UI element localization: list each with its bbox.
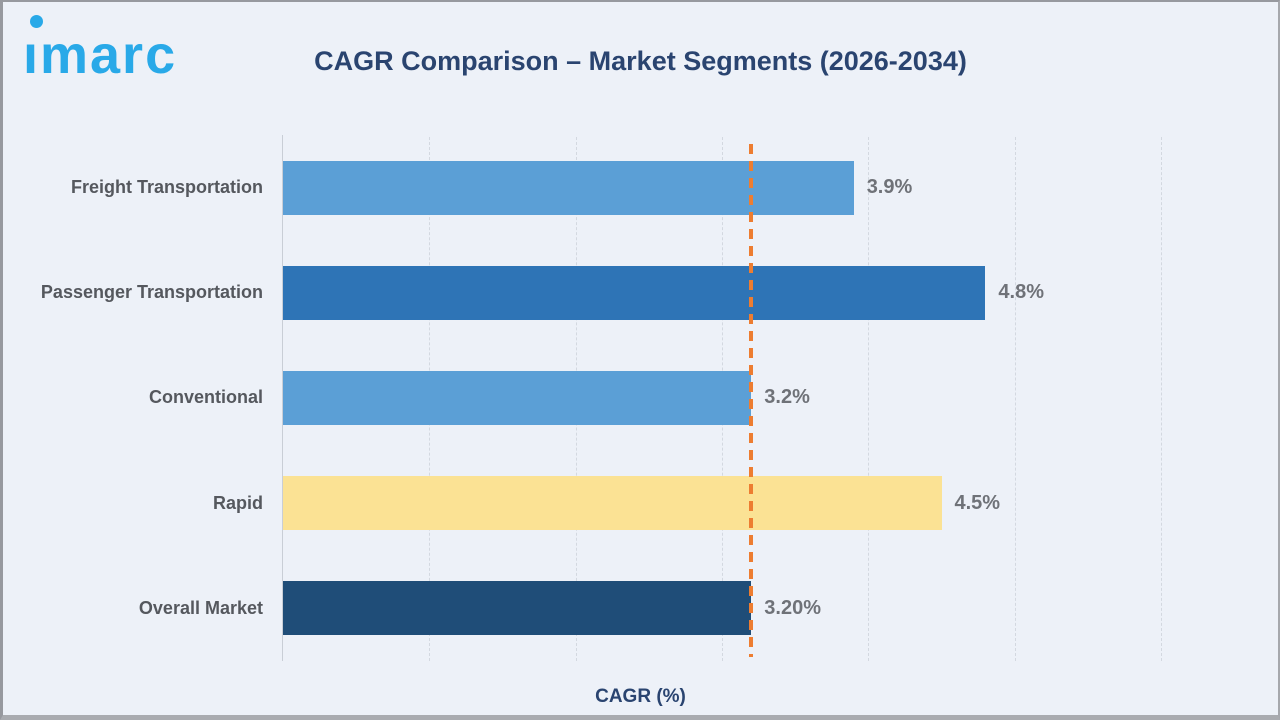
- y-axis-line: [282, 135, 283, 661]
- value-label: 3.20%: [764, 596, 821, 619]
- x-axis-label: CAGR (%): [595, 686, 686, 707]
- imarc-logo-text: ımarc: [23, 25, 178, 85]
- bar-conventional: [283, 370, 752, 425]
- gridline-5: [1014, 137, 1016, 661]
- bar-row: Rapid 4.5%: [213, 451, 1161, 556]
- bar-freight-transportation: [283, 160, 854, 215]
- plot-area: Freight Transportation 3.9% Passenger Tran…: [41, 135, 1162, 661]
- bar-row: Passenger Transportation 4.8%: [41, 240, 1161, 345]
- value-label: 4.8%: [998, 281, 1044, 304]
- chart-title: CAGR Comparison – Market Segments (2026-…: [314, 46, 967, 76]
- gridline-6: [1161, 137, 1162, 661]
- category-label: Conventional: [148, 387, 263, 408]
- bar-passenger-transportation: [283, 265, 986, 320]
- category-label: Rapid: [212, 492, 263, 513]
- category-label: Freight Transportation: [70, 177, 263, 198]
- gridline-4: [868, 137, 870, 661]
- bar-row: Overall Market 3.20%: [139, 556, 1161, 661]
- value-label: 3.2%: [764, 386, 810, 409]
- bar-overall-market: [283, 581, 752, 636]
- imarc-logo: ımarc: [23, 15, 178, 85]
- bar-rapid: [283, 476, 942, 531]
- category-label: Overall Market: [138, 597, 263, 618]
- imarc-logo-dot-icon: [30, 15, 43, 28]
- value-label: 4.5%: [954, 491, 1001, 514]
- reference-line: [749, 144, 754, 657]
- value-label: 3.9%: [866, 176, 913, 199]
- bar-row: Conventional 3.2%: [149, 345, 1161, 450]
- bar-row: Freight Transportation 3.9%: [71, 135, 1161, 240]
- category-label: Passenger Transportation: [40, 282, 263, 303]
